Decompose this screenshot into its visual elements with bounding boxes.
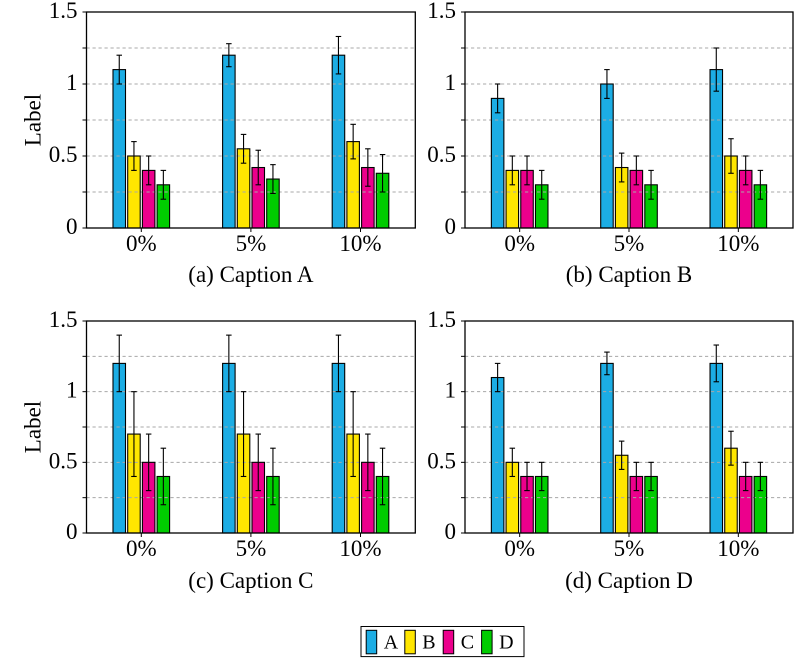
svg-text:(d) Caption D: (d) Caption D: [565, 568, 693, 593]
svg-text:0%: 0%: [504, 536, 535, 561]
svg-text:5%: 5%: [614, 231, 645, 256]
svg-text:D: D: [499, 632, 513, 654]
svg-text:1.5: 1.5: [427, 0, 456, 23]
svg-text:1.5: 1.5: [49, 307, 78, 332]
svg-text:5%: 5%: [236, 231, 267, 256]
svg-text:5%: 5%: [236, 536, 267, 561]
svg-text:Label: Label: [21, 401, 46, 453]
svg-text:(a) Caption A: (a) Caption A: [188, 262, 314, 287]
svg-text:0.5: 0.5: [49, 142, 78, 167]
svg-text:10%: 10%: [717, 536, 759, 561]
svg-text:10%: 10%: [339, 231, 381, 256]
svg-text:10%: 10%: [339, 536, 381, 561]
svg-text:0%: 0%: [504, 231, 535, 256]
svg-text:5%: 5%: [614, 536, 645, 561]
svg-text:0: 0: [445, 214, 457, 239]
svg-text:1.5: 1.5: [49, 0, 78, 23]
svg-text:Label: Label: [21, 94, 46, 146]
svg-text:0.5: 0.5: [427, 448, 456, 473]
svg-text:(b) Caption B: (b) Caption B: [566, 262, 693, 287]
svg-text:1: 1: [445, 70, 457, 95]
svg-text:0: 0: [66, 214, 78, 239]
svg-text:1: 1: [445, 378, 457, 403]
svg-text:1: 1: [66, 378, 78, 403]
svg-text:1.5: 1.5: [427, 307, 456, 332]
svg-text:10%: 10%: [717, 231, 759, 256]
svg-text:B: B: [422, 632, 435, 654]
svg-text:(c) Caption C: (c) Caption C: [188, 568, 313, 593]
svg-text:0.5: 0.5: [49, 448, 78, 473]
svg-text:1: 1: [66, 70, 78, 95]
svg-text:0%: 0%: [126, 231, 157, 256]
svg-text:0.5: 0.5: [427, 142, 456, 167]
svg-text:0%: 0%: [126, 536, 157, 561]
svg-text:A: A: [384, 632, 399, 654]
svg-text:0: 0: [66, 519, 78, 544]
svg-text:C: C: [461, 632, 474, 654]
svg-text:0: 0: [445, 519, 457, 544]
